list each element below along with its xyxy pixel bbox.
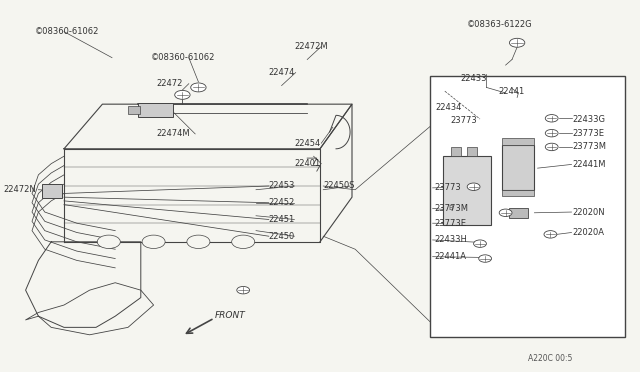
- Circle shape: [545, 143, 558, 151]
- Circle shape: [474, 240, 486, 247]
- Text: 22454: 22454: [294, 139, 321, 148]
- Circle shape: [509, 38, 525, 47]
- Bar: [430, 76, 625, 337]
- Bar: [509, 208, 528, 218]
- Text: A220C 00:5: A220C 00:5: [528, 355, 572, 363]
- Circle shape: [545, 129, 558, 137]
- Text: 23773: 23773: [450, 116, 477, 125]
- Text: 22433G: 22433G: [573, 115, 606, 124]
- Circle shape: [467, 183, 480, 190]
- Text: ©08360-61062: ©08360-61062: [150, 53, 215, 62]
- Text: ©08363-6122G: ©08363-6122G: [467, 20, 533, 29]
- Text: 23773E: 23773E: [434, 219, 466, 228]
- Text: FRONT: FRONT: [214, 311, 245, 320]
- Text: ©08360-61062: ©08360-61062: [35, 27, 100, 36]
- Circle shape: [97, 235, 120, 248]
- Text: 22441: 22441: [498, 87, 524, 96]
- Text: 22441M: 22441M: [573, 160, 606, 169]
- Text: 22472N: 22472N: [3, 185, 36, 194]
- Text: 22474: 22474: [269, 68, 295, 77]
- Circle shape: [479, 255, 492, 262]
- Circle shape: [175, 90, 190, 99]
- Circle shape: [499, 209, 512, 217]
- Text: 22452: 22452: [269, 198, 295, 207]
- Text: 22020A: 22020A: [573, 228, 605, 237]
- Circle shape: [142, 235, 165, 248]
- Bar: [502, 145, 534, 190]
- Bar: [138, 103, 173, 117]
- Circle shape: [237, 286, 250, 294]
- Text: 22401: 22401: [294, 159, 321, 168]
- Text: 22441A: 22441A: [434, 252, 466, 261]
- Text: 22453: 22453: [269, 182, 295, 190]
- Circle shape: [187, 235, 210, 248]
- Bar: [451, 147, 461, 156]
- Circle shape: [191, 83, 206, 92]
- Circle shape: [545, 115, 558, 122]
- Text: 22020N: 22020N: [573, 208, 605, 217]
- Bar: [128, 106, 140, 114]
- Text: 22451: 22451: [269, 215, 295, 224]
- Text: 22434: 22434: [435, 103, 461, 112]
- Text: 22433: 22433: [461, 74, 487, 83]
- Circle shape: [232, 235, 255, 248]
- Text: 22450S: 22450S: [323, 182, 355, 190]
- Text: 22472M: 22472M: [294, 42, 328, 51]
- Bar: [443, 156, 491, 225]
- Text: 22450: 22450: [269, 232, 295, 241]
- Text: 22433H: 22433H: [434, 235, 467, 244]
- Circle shape: [544, 231, 557, 238]
- Bar: [42, 184, 62, 198]
- Text: 23773: 23773: [434, 183, 461, 192]
- Text: 22472: 22472: [157, 79, 183, 88]
- Text: 23773E: 23773E: [573, 129, 605, 138]
- Text: 22474M: 22474M: [157, 129, 191, 138]
- Bar: [502, 190, 534, 196]
- Bar: [467, 147, 477, 156]
- Bar: [502, 138, 534, 145]
- Text: B: B: [448, 205, 452, 211]
- Text: 23773M: 23773M: [573, 142, 607, 151]
- Text: 23773M: 23773M: [434, 204, 468, 213]
